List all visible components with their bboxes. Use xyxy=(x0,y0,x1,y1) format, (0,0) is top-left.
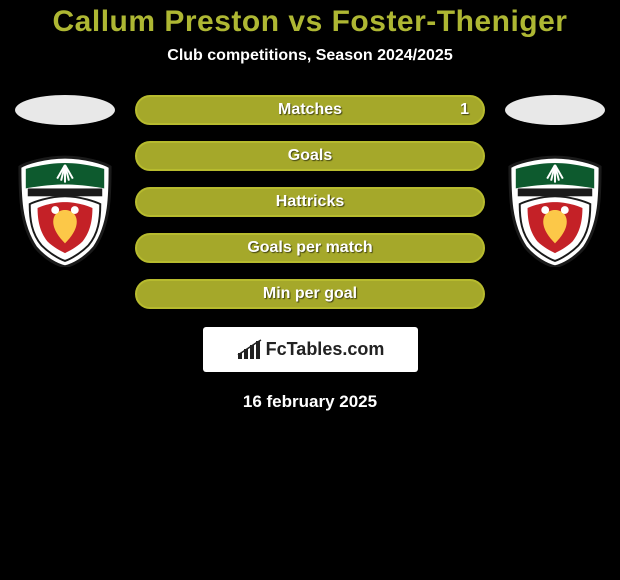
stats-column: Matches 1 Goals Hattricks Goals per match Min… xyxy=(135,95,485,309)
page-title: Callum Preston vs Foster-Theniger xyxy=(0,5,620,39)
date-label: 16 february 2025 xyxy=(0,392,620,412)
club-crest-left xyxy=(16,155,114,267)
stat-bar: Matches 1 xyxy=(135,95,485,125)
stat-bar: Hattricks xyxy=(135,187,485,217)
stat-bar: Goals per match xyxy=(135,233,485,263)
stat-value-right: 1 xyxy=(460,101,469,119)
right-player-col xyxy=(505,95,605,267)
stat-bar: Min per goal xyxy=(135,279,485,309)
stat-bar: Goals xyxy=(135,141,485,171)
stat-label: Min per goal xyxy=(263,285,357,303)
chart-icon xyxy=(236,339,262,361)
player-head-right xyxy=(505,95,605,125)
player-head-left xyxy=(15,95,115,125)
stat-label: Goals per match xyxy=(247,239,372,257)
club-crest-right xyxy=(506,155,604,267)
stat-label: Matches xyxy=(278,101,342,119)
logo-text: FcTables.com xyxy=(266,339,385,360)
subtitle: Club competitions, Season 2024/2025 xyxy=(0,47,620,65)
left-player-col xyxy=(15,95,115,267)
stat-label: Hattricks xyxy=(276,193,344,211)
stat-label: Goals xyxy=(288,147,332,165)
fctables-logo[interactable]: FcTables.com xyxy=(203,327,418,372)
main-row: Matches 1 Goals Hattricks Goals per match Min… xyxy=(0,95,620,309)
